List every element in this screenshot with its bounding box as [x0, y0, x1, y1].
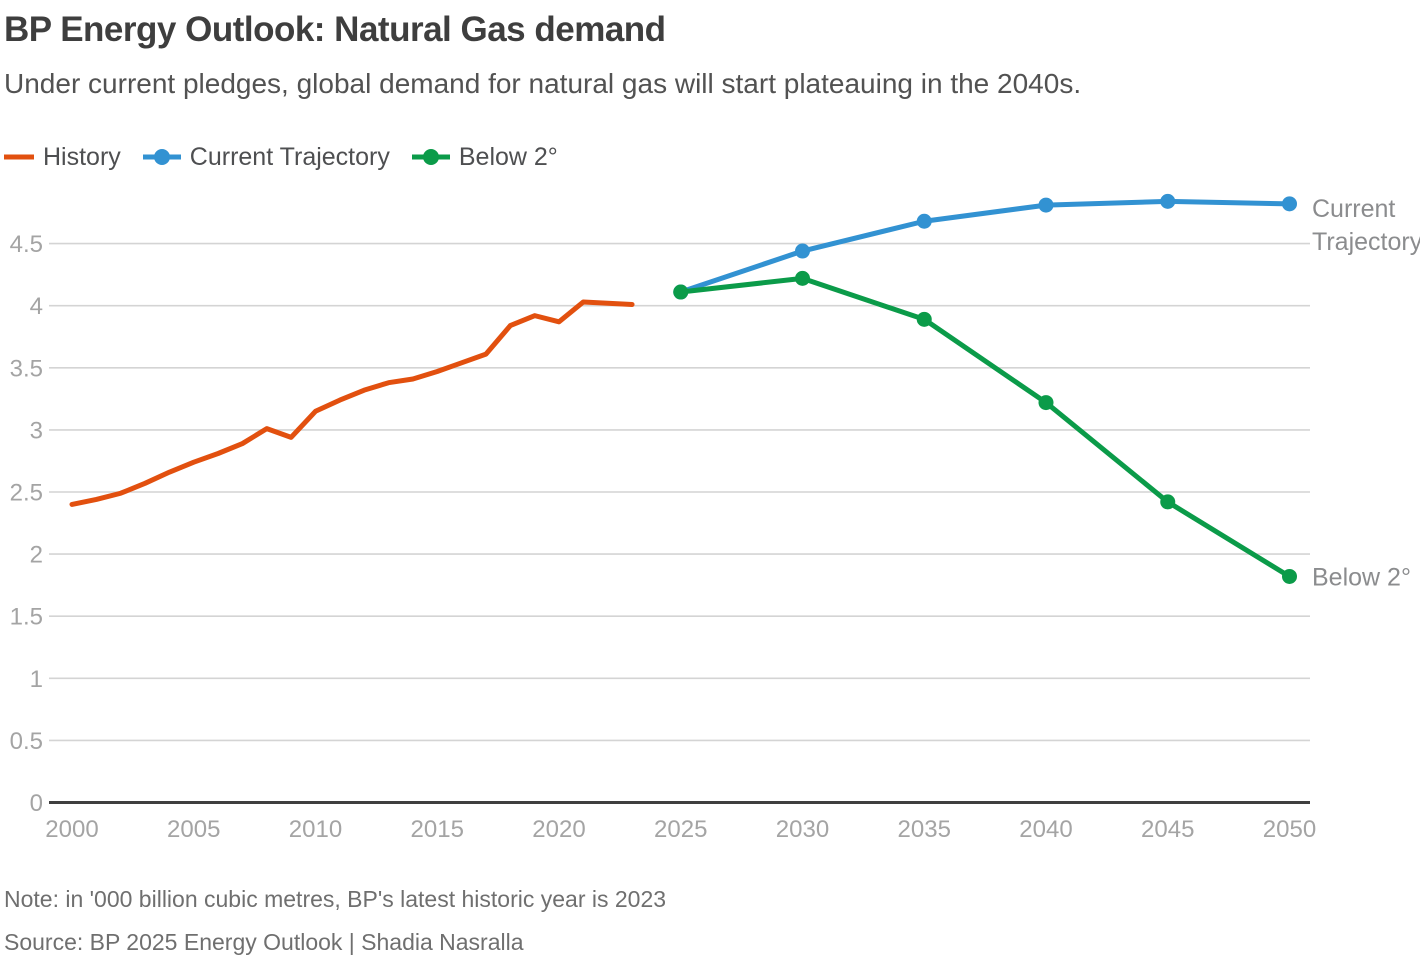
current-trajectory-point — [1160, 193, 1176, 209]
x-tick-label: 2015 — [411, 816, 464, 843]
below-2-line-swatch-icon — [411, 149, 450, 165]
below-2-point — [673, 284, 689, 300]
below-2-point — [1282, 568, 1297, 584]
legend-label: Below 2° — [458, 142, 558, 171]
y-tick-label: 4 — [30, 293, 43, 320]
below-2-point — [795, 270, 810, 286]
y-tick-label: 1 — [30, 666, 43, 693]
x-tick-label: 2020 — [532, 816, 585, 843]
legend-dot-icon — [153, 149, 170, 165]
y-tick-label: 1.5 — [10, 604, 43, 631]
current-trajectory-end-label: Trajectory — [1312, 228, 1420, 256]
x-tick-label: 2035 — [898, 816, 951, 843]
legend-label: History — [43, 142, 121, 171]
chart-subtitle: Under current pledges, global demand for… — [4, 68, 1082, 99]
below-2-line — [678, 275, 1292, 579]
y-tick-label: 3 — [30, 417, 43, 444]
x-tick-label: 2000 — [45, 816, 98, 843]
chart-title: BP Energy Outlook: Natural Gas demand — [4, 10, 666, 49]
x-tick-label: 2005 — [167, 816, 220, 843]
below-2-point — [1038, 395, 1054, 411]
note-text: Note: in '000 billion cubic metres, BP's… — [4, 886, 667, 912]
history-line — [69, 299, 635, 507]
x-tick-label: 2045 — [1141, 816, 1194, 843]
y-tick-label: 2.5 — [10, 480, 43, 507]
legend-label: Current Trajectory — [189, 142, 390, 171]
legend-item-current-trajectory: Current Trajectory — [142, 142, 390, 172]
y-tick-label: 0.5 — [10, 728, 43, 755]
below-2-point — [1160, 494, 1176, 510]
history-line-swatch-icon — [4, 154, 34, 160]
x-tick-label: 2010 — [289, 816, 342, 843]
current-trajectory-line — [678, 198, 1292, 295]
legend-item-below-2: Below 2° — [411, 142, 558, 172]
y-tick-label: 3.5 — [10, 355, 43, 382]
y-tick-label: 0 — [30, 790, 43, 817]
x-tick-label: 2025 — [654, 816, 707, 843]
current-trajectory-point — [1038, 197, 1054, 213]
legend-dot-icon — [422, 149, 439, 165]
source-text: Source: BP 2025 Energy Outlook | Shadia … — [4, 929, 524, 955]
x-tick-label: 2030 — [776, 816, 829, 843]
current-trajectory-end-label: Current — [1312, 195, 1395, 223]
current-trajectory-point — [795, 243, 810, 259]
below-2-point — [916, 311, 932, 327]
current-trajectory-point — [1282, 196, 1297, 212]
y-tick-label: 2 — [30, 542, 43, 569]
y-tick-label: 4.5 — [10, 231, 43, 258]
legend: History Current Trajectory Below 2° — [4, 143, 558, 171]
legend-item-history: History — [4, 143, 121, 172]
current-trajectory-line-swatch-icon — [142, 149, 181, 165]
x-tick-label: 2040 — [1019, 816, 1072, 843]
x-tick-label: 2050 — [1263, 816, 1316, 843]
current-trajectory-point — [916, 213, 932, 229]
below-2-end-label: Below 2° — [1312, 563, 1411, 591]
